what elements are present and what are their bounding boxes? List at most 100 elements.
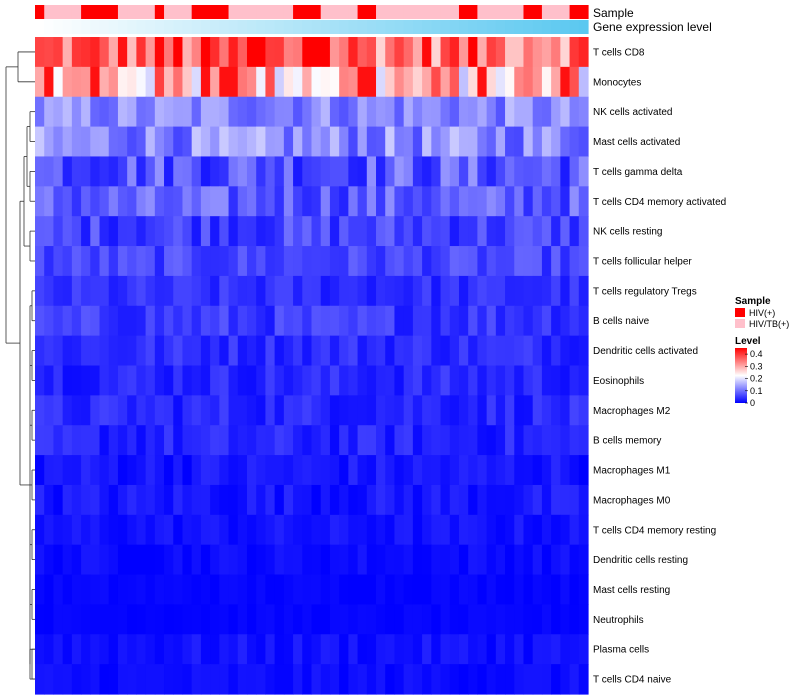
heatmap-cell xyxy=(274,275,285,307)
heatmap-cell xyxy=(154,514,165,546)
heatmap-cell xyxy=(173,514,184,546)
heatmap-cell xyxy=(246,634,257,665)
heatmap-cell xyxy=(210,335,220,367)
heatmap-cell xyxy=(44,186,55,217)
heatmap-cell xyxy=(127,305,137,337)
heatmap-cell xyxy=(164,634,174,665)
heatmap-cell xyxy=(320,634,331,665)
heatmap-cell xyxy=(35,96,45,128)
heatmap-cell xyxy=(422,126,432,158)
heatmap-cell xyxy=(62,425,73,456)
heatmap-cell xyxy=(514,425,525,456)
heatmap-cell xyxy=(311,246,322,277)
heatmap-cell xyxy=(62,37,73,68)
heatmap-cell xyxy=(523,425,534,456)
heatmap-cell xyxy=(71,186,82,217)
heatmap-cell xyxy=(53,66,64,98)
heatmap-cell xyxy=(449,634,460,665)
heatmap-cell xyxy=(320,664,331,695)
heatmap-cell xyxy=(90,156,101,187)
heatmap-cell xyxy=(182,246,193,277)
heatmap-cell xyxy=(551,156,561,187)
heatmap-cell xyxy=(283,604,294,635)
heatmap-cell xyxy=(357,544,368,576)
heatmap-cell xyxy=(551,604,561,635)
heatmap-cell xyxy=(329,574,340,606)
heatmap-cell xyxy=(339,634,349,665)
heatmap-cell xyxy=(394,275,405,307)
heatmap-cell xyxy=(514,335,525,367)
heatmap-cell xyxy=(256,246,267,277)
heatmap-cell xyxy=(237,96,248,128)
heatmap-cell xyxy=(71,365,82,396)
heatmap-cell xyxy=(422,186,432,217)
heatmap-cell xyxy=(53,514,64,546)
heatmap-cell xyxy=(357,246,368,277)
heatmap-cell xyxy=(293,514,303,546)
heatmap-cell xyxy=(320,425,331,456)
heatmap-cell xyxy=(431,514,442,546)
heatmap-cell xyxy=(468,246,478,277)
heatmap-cell xyxy=(200,96,211,128)
heatmap-cell xyxy=(256,514,267,546)
heatmap-cell xyxy=(541,604,552,635)
heatmap-cell xyxy=(495,246,506,277)
heatmap-cell xyxy=(385,126,396,158)
sample-annotation-cell xyxy=(366,5,377,19)
heatmap-cell xyxy=(339,96,349,128)
heatmap-cell xyxy=(495,186,506,217)
heatmap-cell xyxy=(44,96,55,128)
heatmap-cell xyxy=(551,216,561,247)
heatmap-cell xyxy=(81,365,91,396)
heatmap-cell xyxy=(523,365,534,396)
gene-expression-cell xyxy=(53,20,64,34)
heatmap-cell xyxy=(551,664,561,695)
heatmap-cell xyxy=(311,455,322,486)
heatmap-cells xyxy=(35,37,589,695)
heatmap-cell xyxy=(486,335,497,367)
heatmap-cell xyxy=(71,604,82,635)
heatmap-cell xyxy=(246,216,257,247)
sample-annotation-cell xyxy=(311,5,322,19)
heatmap-cell xyxy=(154,246,165,277)
heatmap-cell xyxy=(468,275,478,307)
heatmap-cell xyxy=(274,455,285,486)
heatmap-cell xyxy=(394,96,405,128)
sample-annotation-cell xyxy=(449,5,460,19)
heatmap-cell xyxy=(486,156,497,187)
heatmap-cell xyxy=(246,484,257,516)
gene-expression-cell xyxy=(182,20,193,34)
heatmap-cell xyxy=(477,455,488,486)
heatmap-cell xyxy=(191,425,202,456)
heatmap-cell xyxy=(53,37,64,68)
heatmap-cell xyxy=(569,425,580,456)
heatmap-cell xyxy=(81,514,91,546)
heatmap-cell xyxy=(200,156,211,187)
heatmap-cell xyxy=(578,246,589,277)
heatmap-cell xyxy=(265,37,276,68)
heatmap-cell xyxy=(403,634,414,665)
heatmap-cell xyxy=(495,305,506,337)
heatmap-cell xyxy=(164,395,174,426)
heatmap-cell xyxy=(136,664,147,695)
sample-annotation-cell xyxy=(403,5,414,19)
heatmap-cell xyxy=(136,246,147,277)
heatmap-cell xyxy=(127,216,137,247)
heatmap-cell xyxy=(560,66,571,98)
heatmap-cell xyxy=(329,186,340,217)
heatmap-cell xyxy=(578,365,589,396)
gene-expression-cell xyxy=(348,20,359,34)
heatmap-cell xyxy=(127,37,137,68)
heatmap-cell xyxy=(44,365,55,396)
heatmap-cell xyxy=(532,365,543,396)
heatmap-cell xyxy=(578,66,589,98)
heatmap-cell xyxy=(228,365,239,396)
heatmap-cell xyxy=(265,604,276,635)
heatmap-cell xyxy=(440,664,451,695)
heatmap-cell xyxy=(136,126,147,158)
heatmap-cell xyxy=(339,395,349,426)
heatmap-cell xyxy=(182,455,193,486)
sample-annotation-cell xyxy=(532,5,543,19)
heatmap-cell xyxy=(228,66,239,98)
heatmap-cell xyxy=(71,126,82,158)
